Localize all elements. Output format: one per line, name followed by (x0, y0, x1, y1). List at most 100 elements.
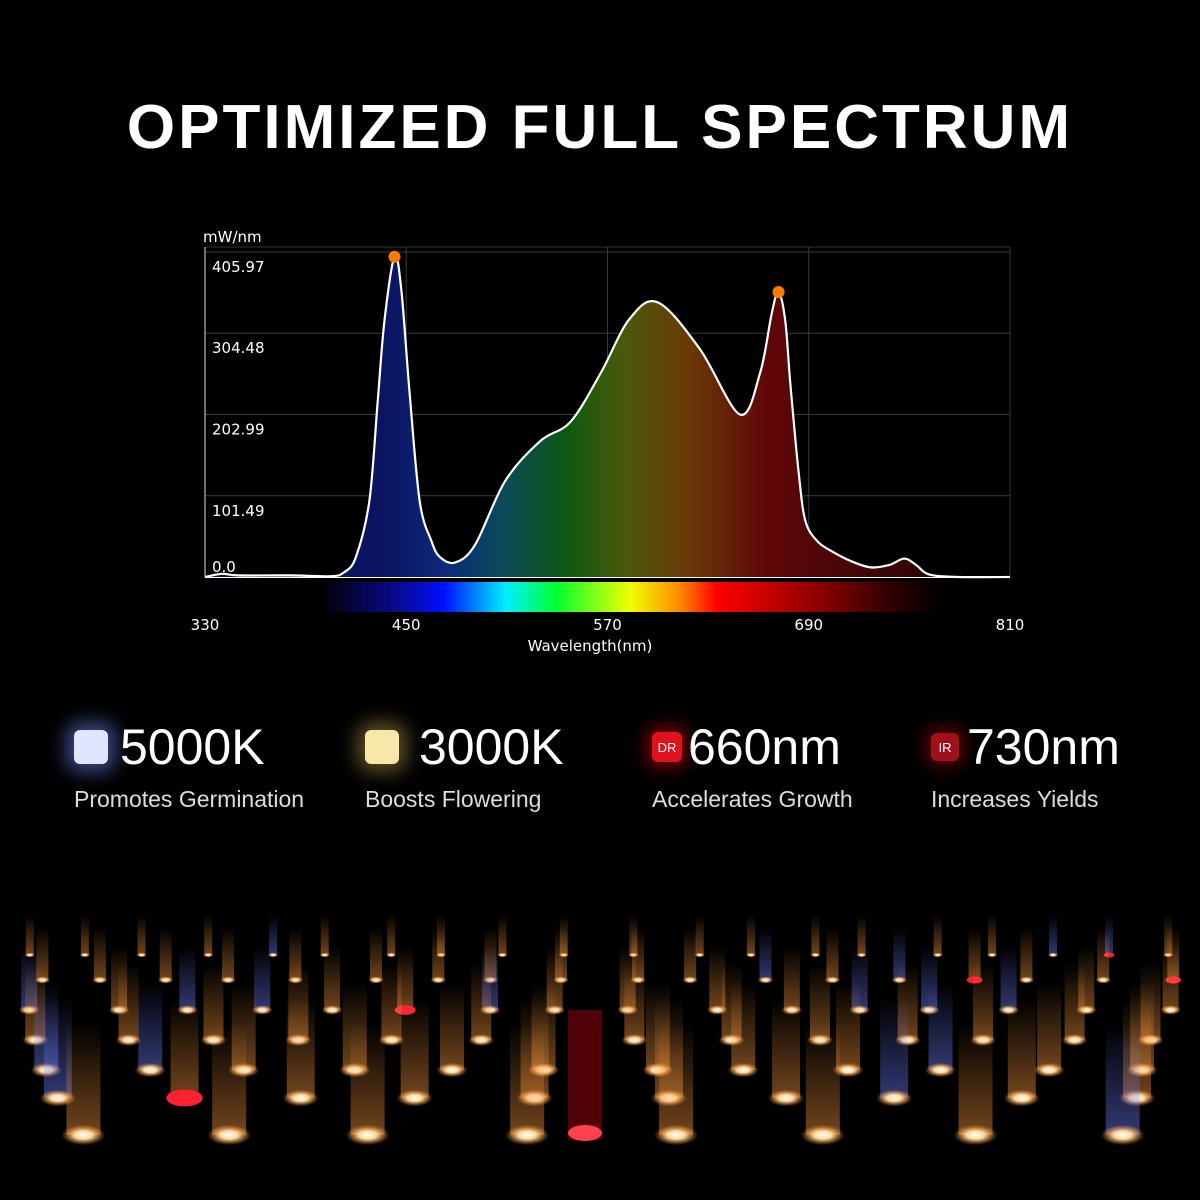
led-dot (876, 1089, 913, 1107)
light-beam (324, 946, 341, 1010)
light-beam (179, 946, 196, 1010)
light-beam (805, 1023, 840, 1135)
light-beam (746, 915, 755, 955)
led-dot (497, 952, 508, 958)
led-dot (115, 1034, 142, 1046)
y-tick-label: 0.0 (212, 558, 236, 576)
led-dot (61, 1124, 106, 1146)
led-dot (157, 976, 174, 984)
light-beam (387, 915, 396, 955)
light-beam (1097, 928, 1110, 980)
led-dot (505, 1124, 550, 1146)
light-beam (137, 915, 146, 955)
feature-3000k: 3000K Boosts Flowering (365, 718, 564, 813)
light-beam (958, 1023, 993, 1135)
x-tick-label: 810 (996, 616, 1025, 634)
light-beam (709, 946, 726, 1010)
feature-730nm: IR 730nm Increases Yields (931, 718, 1120, 813)
light-beam (118, 964, 139, 1040)
feature-description: Accelerates Growth (652, 786, 853, 812)
light-beam (320, 915, 329, 955)
light-beam (439, 982, 464, 1070)
warm-led-icon (365, 730, 399, 764)
light-beam (138, 982, 163, 1070)
led-dot (1003, 1089, 1040, 1107)
light-beam (286, 998, 315, 1098)
y-tick-label: 202.99 (212, 420, 265, 438)
light-beam (80, 915, 89, 955)
light-beam (222, 928, 235, 980)
light-beam (510, 1023, 545, 1135)
led-dot (282, 1089, 319, 1107)
light-beam (1105, 1023, 1140, 1135)
page-title: OPTIMIZED FULL SPECTRUM (126, 93, 1074, 162)
led-dot (694, 952, 705, 958)
light-beam (880, 998, 909, 1098)
light-beam (759, 928, 772, 980)
light-beam (783, 946, 800, 1010)
light-beam (170, 998, 199, 1098)
light-beam (203, 964, 224, 1040)
led-dot (924, 1062, 957, 1078)
led-dot (986, 952, 998, 958)
led-dot (832, 1062, 864, 1078)
light-beam (684, 928, 697, 980)
feature-5000k: 5000K Promotes Germination (74, 718, 304, 813)
light-beam (1000, 946, 1017, 1010)
led-dot (1100, 1124, 1145, 1146)
feature-value: 660nm (688, 719, 841, 775)
led-dot (436, 1062, 468, 1078)
led-dot (1061, 1034, 1088, 1046)
led-dot (757, 976, 774, 984)
light-beam (254, 946, 271, 1010)
led-dot (79, 952, 91, 958)
y-tick-label: 304.48 (212, 339, 265, 357)
led-dot (430, 976, 447, 984)
light-beam (1162, 946, 1179, 1010)
red-beam (568, 1010, 602, 1140)
light-beam (381, 964, 402, 1040)
light-beam (1049, 915, 1058, 955)
led-dot (810, 952, 821, 958)
light-beam (471, 964, 492, 1040)
y-tick-label: 405.97 (212, 258, 265, 276)
light-beam (1037, 982, 1062, 1070)
x-tick-label: 330 (191, 616, 220, 634)
visible-spectrum-bar (320, 582, 940, 612)
led-dot (468, 1034, 495, 1046)
x-tick-label: 690 (794, 616, 823, 634)
light-beam (212, 1023, 247, 1135)
led-dot (136, 952, 147, 958)
led-dot (767, 1089, 805, 1107)
feature-description: Promotes Germination (74, 786, 305, 812)
led-dot (220, 976, 236, 984)
led-dot (345, 1124, 390, 1146)
led-dot (1047, 952, 1059, 958)
light-beam (350, 1023, 385, 1135)
light-beam (811, 915, 820, 955)
led-dot (207, 1124, 252, 1146)
led-dot (1160, 1005, 1182, 1015)
led-dot (378, 1034, 405, 1046)
light-beam (25, 915, 34, 955)
light-beam (370, 928, 383, 980)
light-beam (772, 998, 801, 1098)
led-dot (654, 1124, 699, 1146)
light-beam (269, 915, 278, 955)
light-beam (695, 915, 704, 955)
feature-value: 5000K (120, 719, 265, 775)
led-dot (1033, 1062, 1065, 1078)
light-beam (731, 982, 756, 1070)
led-array-background (18, 915, 1182, 1146)
led-dot (682, 976, 698, 984)
light-beam (1020, 928, 1033, 980)
led-dot (396, 1089, 433, 1107)
feature-description: Increases Yields (931, 786, 1099, 812)
red-led-dot (568, 1125, 602, 1141)
light-beam (159, 928, 172, 980)
light-beam (624, 964, 645, 1040)
led-dot (267, 952, 279, 958)
led-dot (727, 1062, 759, 1078)
feature-value: 730nm (967, 719, 1120, 775)
led-dot (1018, 976, 1035, 984)
